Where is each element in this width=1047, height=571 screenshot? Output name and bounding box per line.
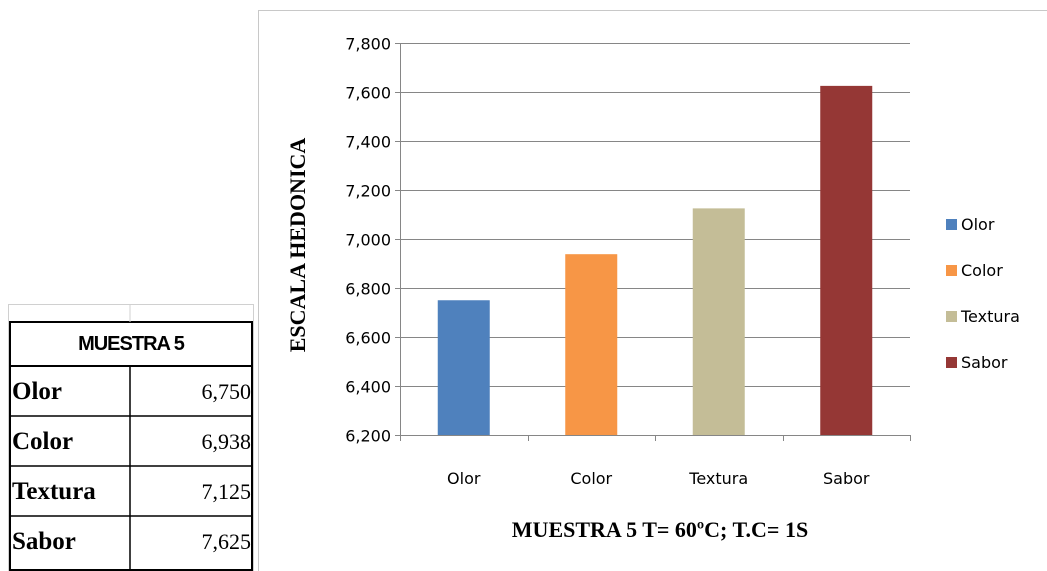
legend-label: Color [961, 261, 1003, 280]
y-axis-label: ESCALA HEDONICA [285, 138, 310, 353]
legend-swatch [946, 265, 957, 276]
table-row-label: Textura [12, 478, 96, 505]
table-row-value: 7,625 [201, 529, 252, 554]
y-tick-label: 6,200 [345, 427, 391, 446]
bars [437, 85, 873, 435]
legend-swatch [946, 219, 957, 230]
y-tick-label: 6,600 [345, 329, 391, 348]
bar-textura [692, 208, 745, 435]
y-tick-label: 6,800 [345, 280, 391, 299]
legend-swatch [946, 357, 957, 368]
chart-frame [258, 10, 1047, 571]
x-tick-label: Color [570, 469, 612, 488]
x-axis-ticks: Olor Color Textura Sabor [400, 435, 911, 488]
y-tick-label: 7,400 [345, 133, 391, 152]
y-tick-label: 7,600 [345, 84, 391, 103]
table-row-label: Olor [12, 378, 62, 405]
y-axis-ticks: 6,200 6,400 6,600 6,800 7,000 7,200 7,400 7,600… [345, 35, 400, 446]
x-tick-label: Olor [447, 469, 481, 488]
bar-olor [437, 300, 490, 435]
table-row-value: 6,750 [201, 379, 252, 404]
y-tick-label: 7,200 [345, 182, 391, 201]
y-tick-label: 6,400 [345, 378, 391, 397]
table-row-label: Color [12, 428, 74, 455]
bar-sabor [820, 85, 873, 435]
y-tick-label: 7,000 [345, 231, 391, 250]
legend-label: Textura [960, 307, 1020, 326]
y-tick-label: 7,800 [345, 35, 391, 54]
legend-swatch [946, 311, 957, 322]
legend-label: Sabor [961, 353, 1008, 372]
bar-color [565, 254, 618, 435]
x-tick-label: Sabor [823, 469, 870, 488]
table-row-label: Sabor [12, 528, 76, 555]
legend: Olor Color Textura Sabor [946, 215, 1020, 372]
legend-label: Olor [961, 215, 995, 234]
x-axis-label: MUESTRA 5 T= 60ºC; T.C= 1S [512, 517, 808, 542]
table-row-value: 7,125 [201, 479, 252, 504]
table-title: MUESTRA 5 [78, 332, 185, 355]
x-tick-label: Textura [688, 469, 748, 488]
table-row-value: 6,938 [201, 429, 252, 454]
data-table: MUESTRA 5 Olor 6,750 Color 6,938 Textura… [8, 304, 256, 571]
